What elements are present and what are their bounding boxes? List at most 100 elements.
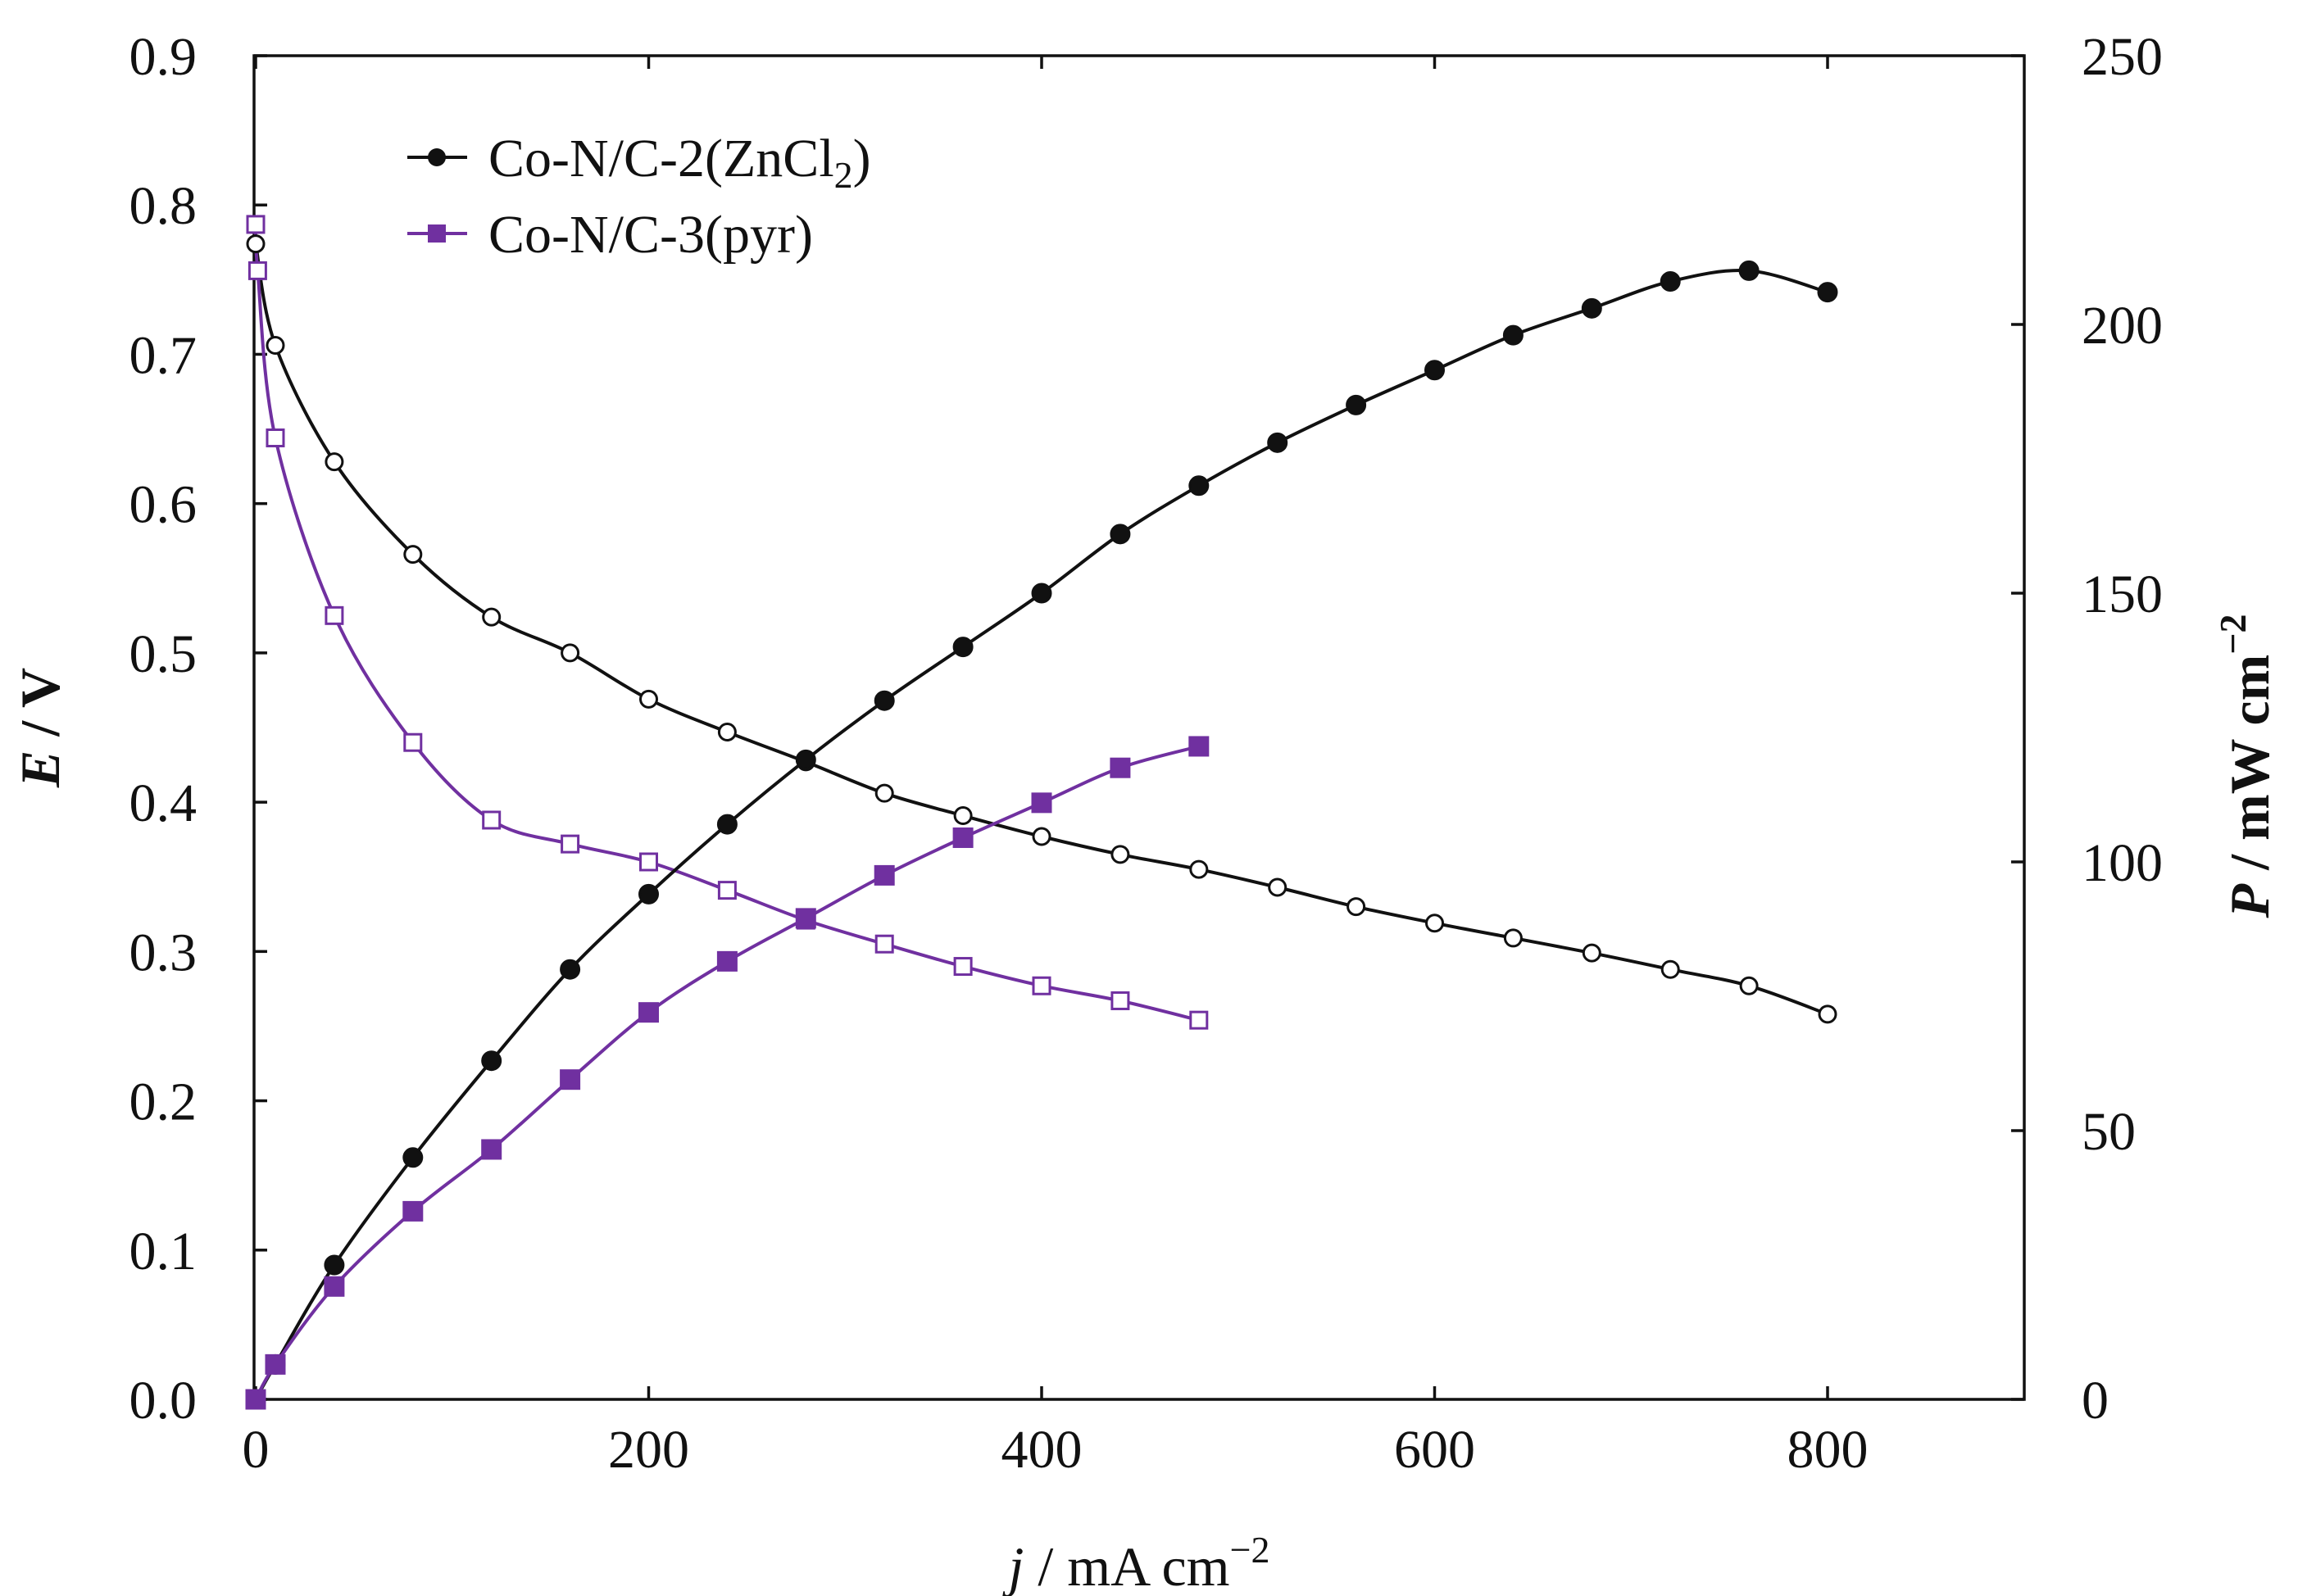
data-point-co-n-c-2-polarization: [403, 545, 423, 564]
data-point-co-n-c-2-power: [402, 1147, 424, 1168]
data-point-co-n-c-2-polarization: [1268, 877, 1287, 897]
data-point-co-n-c-2-power: [1346, 394, 1367, 415]
data-point-co-n-c-3-power: [560, 1069, 581, 1090]
data-point-co-n-c-2-polarization: [266, 336, 285, 356]
data-point-co-n-c-2-polarization: [1582, 943, 1601, 963]
data-point-co-n-c-2-polarization: [1660, 959, 1680, 979]
y-left-tick-label: 0.1: [129, 1222, 198, 1281]
y-left-tick-label: 0.5: [129, 624, 198, 684]
y-right-tick-label: 0: [2082, 1371, 2109, 1431]
data-point-co-n-c-3-polarization: [717, 881, 737, 900]
series-line-co-n-c-2-polarization: [254, 243, 1828, 1016]
data-point-co-n-c-2-polarization: [1189, 859, 1209, 879]
data-point-co-n-c-2-polarization: [717, 722, 737, 741]
data-point-co-n-c-2-power: [1110, 524, 1131, 545]
y-right-tick-label: 100: [2082, 833, 2163, 893]
data-point-co-n-c-2-power: [481, 1050, 502, 1072]
y-left-tick-label: 0.2: [129, 1072, 198, 1132]
x-tick-label: 800: [1787, 1420, 1869, 1480]
data-point-co-n-c-3-polarization: [1110, 991, 1130, 1010]
data-point-co-n-c-2-power: [1581, 297, 1602, 319]
data-point-co-n-c-3-power: [1188, 736, 1210, 757]
y-right-axis-title: P / mW cm−2: [2212, 614, 2281, 919]
y-right-tick-label: 150: [2082, 564, 2163, 624]
y-right-tick-label: 250: [2082, 27, 2163, 87]
data-point-co-n-c-3-power: [402, 1200, 424, 1222]
data-point-co-n-c-2-polarization: [325, 452, 344, 472]
data-point-co-n-c-3-polarization: [403, 732, 423, 752]
data-point-co-n-c-2-power: [1031, 583, 1052, 604]
data-point-co-n-c-3-power: [874, 864, 895, 886]
x-axis-title: j / mA cm−2: [1001, 1529, 1269, 1596]
legend: Co-N/C-2(ZnCl2) Co-N/C-3(pyr): [407, 129, 871, 265]
data-point-co-n-c-2-power: [324, 1254, 345, 1276]
data-point-co-n-c-2-power: [795, 749, 816, 770]
data-point-co-n-c-3-power: [324, 1276, 345, 1297]
data-point-co-n-c-3-polarization: [874, 934, 894, 954]
data-point-co-n-c-3-polarization: [1189, 1010, 1209, 1030]
series-line-co-n-c-2-power: [254, 269, 1828, 1400]
data-point-co-n-c-2-polarization: [1739, 976, 1759, 995]
data-point-co-n-c-2-power: [1424, 360, 1445, 381]
data-point-co-n-c-2-power: [1817, 282, 1838, 303]
y-left-tick-label: 0.3: [129, 923, 198, 982]
data-point-co-n-c-2-power: [1502, 324, 1524, 346]
tick-labels: 0 200 400 600 800 0.0 0.1 0.2 0.3 0.4 0.5 0.6 0.7 0.8…: [129, 27, 2164, 1480]
data-point-co-n-c-2-power: [638, 883, 659, 905]
data-point-co-n-c-3-power: [1031, 792, 1052, 814]
y-left-tick-label: 0.9: [129, 27, 198, 87]
legend-label-co-n-c-2: Co-N/C-2(ZnCl2): [488, 129, 871, 196]
data-point-co-n-c-2-power: [952, 637, 974, 658]
series-line-co-n-c-3-power: [254, 745, 1200, 1400]
y-left-tick-label: 0.4: [129, 773, 198, 833]
legend-entry-co-n-c-3: Co-N/C-3(pyr): [407, 205, 813, 265]
x-tick-label: 600: [1394, 1420, 1475, 1480]
data-point-co-n-c-3-polarization: [639, 852, 658, 872]
data-point-co-n-c-2-polarization: [953, 806, 973, 826]
data-point-co-n-c-2-polarization: [1110, 845, 1130, 864]
x-tick-label: 0: [243, 1420, 270, 1480]
data-point-co-n-c-2-polarization: [874, 783, 894, 803]
data-point-co-n-c-2-polarization: [246, 234, 266, 254]
data-point-co-n-c-2-polarization: [1425, 914, 1444, 933]
y-left-tick-label: 0.6: [129, 475, 198, 535]
x-tick-label: 400: [1001, 1420, 1083, 1480]
legend-marker-co-n-c-3: [428, 224, 446, 243]
data-point-co-n-c-3-power: [245, 1389, 266, 1410]
data-point-co-n-c-3-polarization: [266, 428, 285, 447]
data-point-co-n-c-2-polarization: [1818, 1004, 1837, 1024]
data-point-co-n-c-2-power: [560, 959, 581, 980]
data-point-co-n-c-3-polarization: [246, 215, 266, 234]
y-right-tick-label: 200: [2082, 296, 2163, 356]
data-point-co-n-c-2-polarization: [561, 643, 580, 663]
series-line-co-n-c-3-polarization: [253, 224, 1200, 1022]
data-point-co-n-c-2-power: [1660, 271, 1681, 292]
data-point-co-n-c-2-power: [716, 814, 738, 835]
y-right-tick-label: 50: [2082, 1102, 2136, 1162]
y-left-axis-title: E / V: [9, 668, 71, 788]
data-point-co-n-c-2-power: [874, 690, 895, 711]
data-point-co-n-c-3-polarization: [1032, 976, 1051, 995]
data-point-co-n-c-3-power: [952, 827, 974, 848]
data-point-co-n-c-3-power: [265, 1353, 286, 1375]
data-point-co-n-c-3-polarization: [248, 261, 267, 280]
data-point-co-n-c-2-power: [1738, 260, 1760, 281]
legend-marker-co-n-c-2: [428, 148, 446, 166]
data-point-co-n-c-2-power: [1267, 432, 1288, 453]
data-point-co-n-c-3-power: [1110, 757, 1131, 778]
x-tick-label: 200: [608, 1420, 689, 1480]
data-point-co-n-c-3-power: [481, 1139, 502, 1160]
data-point-co-n-c-3-polarization: [953, 957, 973, 977]
data-point-co-n-c-2-polarization: [1347, 897, 1366, 917]
data-point-co-n-c-2-polarization: [482, 607, 502, 627]
plot-frame: [252, 54, 2026, 1401]
data-point-co-n-c-3-polarization: [325, 605, 344, 625]
legend-entry-co-n-c-2: Co-N/C-2(ZnCl2): [407, 129, 871, 196]
series-markers: [245, 215, 1838, 1410]
data-point-co-n-c-3-power: [638, 1002, 659, 1023]
axis-ticks: [254, 54, 2024, 1401]
data-point-co-n-c-2-polarization: [1032, 827, 1051, 846]
y-left-tick-label: 0.8: [129, 176, 198, 236]
data-point-co-n-c-2-polarization: [639, 689, 658, 709]
